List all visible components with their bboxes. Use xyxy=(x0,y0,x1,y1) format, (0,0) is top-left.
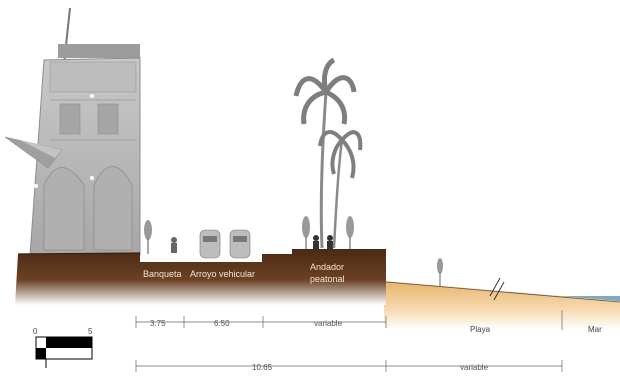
beach-sand xyxy=(384,281,620,330)
pedestrian-icon xyxy=(171,237,177,253)
scale-bar xyxy=(35,336,93,368)
dimension-lines xyxy=(135,310,563,372)
palm-tree-icon xyxy=(293,57,357,249)
break-line-icon xyxy=(489,277,505,301)
label-andador-line2: peatonal xyxy=(310,274,345,284)
pedestrian-icon xyxy=(313,235,319,249)
label-banqueta: Banqueta xyxy=(143,269,182,279)
small-tree-icon xyxy=(144,220,152,254)
small-tree-icon xyxy=(302,216,310,249)
car-icon xyxy=(229,229,251,259)
label-arroyo-vehicular: Arroyo vehicular xyxy=(190,269,255,279)
dim-playa: variable xyxy=(460,363,489,372)
dim-total: 10.65 xyxy=(252,363,273,372)
car-icon xyxy=(199,229,221,259)
pedestrian-icon xyxy=(327,235,333,249)
scale-label-end: 5 xyxy=(88,327,93,336)
label-mar: Mar xyxy=(588,325,602,334)
label-playa: Playa xyxy=(470,325,491,334)
dim-andador: variable xyxy=(314,319,343,328)
dim-banqueta: 3.75 xyxy=(150,319,166,328)
small-tree-icon xyxy=(437,258,443,286)
scale-label-start: 0 xyxy=(33,327,38,336)
historic-building xyxy=(4,7,141,256)
ground-section xyxy=(15,249,386,305)
palm-tree-icon xyxy=(318,130,363,249)
label-andador-line1: Andador xyxy=(310,262,344,272)
dim-arroyo: 6.50 xyxy=(214,319,230,328)
small-tree-icon xyxy=(346,216,354,249)
